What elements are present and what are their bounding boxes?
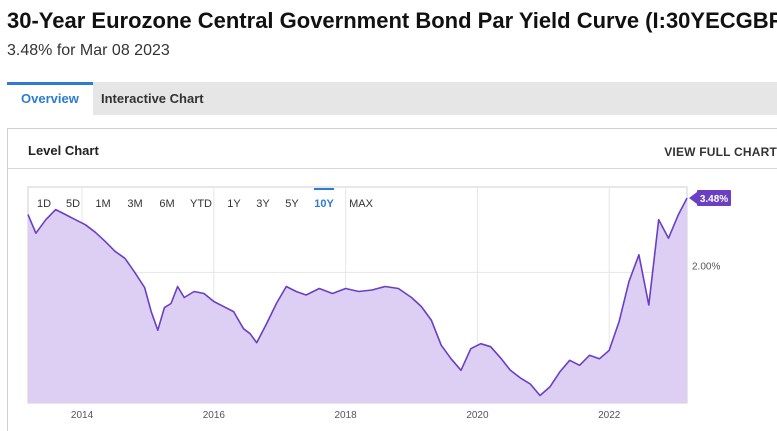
- tab-interactive-chart[interactable]: Interactive Chart: [101, 91, 204, 106]
- x-tick-label: 2020: [466, 410, 489, 421]
- range-button-1m[interactable]: 1M: [95, 198, 110, 210]
- y-tick-label: 2.00%: [692, 261, 720, 272]
- level-chart-card: Level Chart VIEW FULL CHART 2014 2016 2018…: [7, 128, 777, 431]
- range-button-1d[interactable]: 1D: [37, 198, 51, 210]
- range-button-max[interactable]: MAX: [349, 198, 374, 210]
- range-button-3y[interactable]: 3Y: [256, 198, 270, 210]
- x-tick-label: 2022: [598, 410, 621, 421]
- page-title: 30-Year Eurozone Central Government Bond…: [7, 8, 777, 33]
- tab-overview[interactable]: Overview: [7, 82, 93, 115]
- range-button-ytd[interactable]: YTD: [190, 198, 212, 210]
- range-button-1y[interactable]: 1Y: [227, 198, 241, 210]
- card-title: Level Chart: [28, 143, 99, 158]
- series-area: [28, 198, 687, 403]
- x-tick-label: 2014: [71, 410, 94, 421]
- level-chart: 2014 2016 2018 2020 2022 2.00% 3.48% 1D 5D 1M 3M 6M…: [27, 186, 731, 421]
- tab-bar: Overview Interactive Chart: [7, 82, 777, 115]
- range-button-6m[interactable]: 6M: [159, 198, 174, 210]
- range-button-5d[interactable]: 5D: [66, 198, 80, 210]
- current-value-subtitle: 3.48% for Mar 08 2023: [7, 42, 170, 59]
- card-header: Level Chart VIEW FULL CHART: [8, 129, 777, 169]
- x-tick-label: 2016: [203, 410, 226, 421]
- view-full-chart-link[interactable]: VIEW FULL CHART: [664, 145, 777, 159]
- last-value-pointer: [689, 192, 697, 205]
- range-button-10y[interactable]: 10Y: [314, 198, 334, 210]
- x-tick-label: 2018: [335, 410, 358, 421]
- range-button-3m[interactable]: 3M: [127, 198, 142, 210]
- series-line: [27, 197, 688, 397]
- last-value-badge: [697, 190, 731, 207]
- last-value-label: 3.48%: [700, 194, 728, 205]
- range-button-5y[interactable]: 5Y: [285, 198, 299, 210]
